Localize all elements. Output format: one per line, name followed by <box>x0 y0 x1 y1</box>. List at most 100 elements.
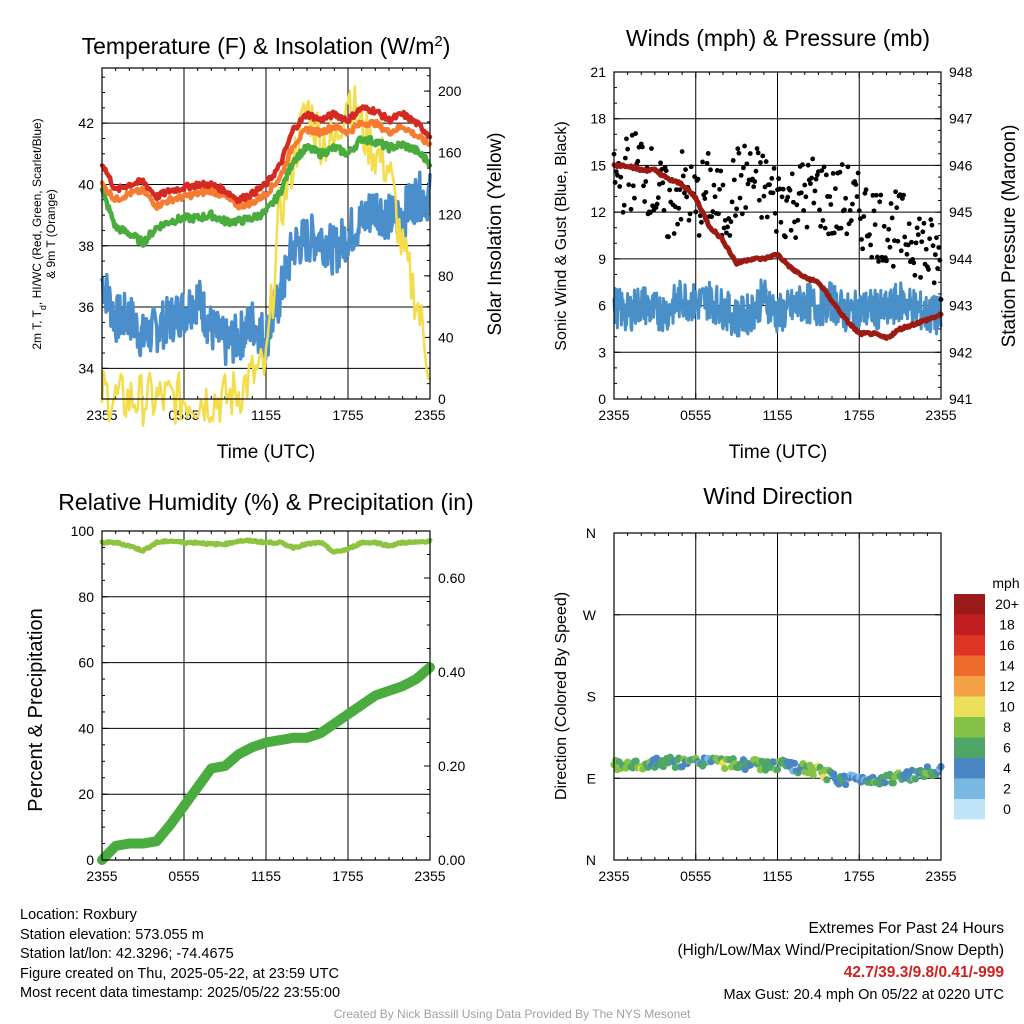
dir-point <box>889 779 897 787</box>
wind-xtick-label: 2355 <box>598 407 629 423</box>
temp-ytick-label: 40 <box>78 176 94 192</box>
temp-ylabel: 2m T, Td, HI/WC (Red, Green, Scarlet/Blu… <box>30 118 48 349</box>
wind-gust-point <box>747 151 753 156</box>
wind-gust-point <box>671 231 677 236</box>
extremes-subtitle: (High/Low/Max Wind/Precipitation/Snow De… <box>677 942 1005 959</box>
rh-y2tick-label: 0.60 <box>438 570 465 586</box>
wind-gust-point <box>842 207 847 213</box>
wind-gust-point <box>769 176 775 181</box>
wind-gust-point <box>914 225 920 231</box>
wind-gust-point <box>819 168 825 173</box>
rh-ytick-label: 100 <box>71 523 95 539</box>
temp-ytick-label: 42 <box>78 115 94 131</box>
wind-ytick-label: 0 <box>598 391 606 407</box>
station-info: Location: Roxbury Station elevation: 573… <box>20 906 340 1004</box>
wind-gust-point <box>811 200 817 206</box>
wind-gust-point <box>728 219 734 225</box>
temp-xtick-label: 0555 <box>168 407 199 423</box>
wind-gust-point <box>801 208 807 213</box>
legend-label: 6 <box>1003 740 1011 756</box>
wind-gust-point <box>800 162 805 168</box>
wind-gust-point <box>699 219 704 225</box>
wind-gust-point <box>912 272 918 278</box>
dir-point <box>911 775 920 783</box>
wind-gust-point <box>861 214 867 219</box>
wind-gust-point <box>649 146 654 151</box>
wind-gust-point <box>635 158 641 164</box>
wind-gust-point <box>818 223 824 229</box>
temp-title-sup: 2 <box>434 33 442 50</box>
rh-y2tick-label: 0.00 <box>438 852 465 868</box>
temp-ylabel-part: , HI/WC (Red, Green, Scarlet/Blue) <box>30 118 44 305</box>
wind-gust-point <box>808 181 813 187</box>
wind-gust-point <box>877 199 883 205</box>
wind-gust-point <box>692 174 698 180</box>
wind-speed-line <box>612 278 943 338</box>
wind-gust-point <box>751 184 757 190</box>
wind-xtick-label: 1155 <box>762 407 792 423</box>
wind-gust-point <box>630 183 636 189</box>
temp-title-close: ) <box>443 33 451 59</box>
wind-gust-point <box>793 235 799 241</box>
rh-xtick-label: 1155 <box>251 868 281 884</box>
wind-gust-point <box>857 216 863 222</box>
wind-gust-point <box>822 225 828 231</box>
wind-xtick-label: 0555 <box>680 407 711 423</box>
wind-gust-point <box>731 177 737 183</box>
wind-gust-point <box>881 223 887 229</box>
wind-gust-point <box>711 182 717 188</box>
wind-gust-point <box>693 209 699 215</box>
dir-point <box>721 764 729 773</box>
wind-gust-point <box>860 246 866 252</box>
legend-swatch <box>954 594 985 615</box>
rh-frame <box>101 530 431 861</box>
wind-gust-point <box>839 162 845 167</box>
wind-gust-point <box>928 217 934 222</box>
rh-xtick-label: 0555 <box>168 868 199 884</box>
wind-gust-point <box>812 188 818 194</box>
wind-y2tick-label: 944 <box>949 251 973 267</box>
legend-label: 20+ <box>995 596 1019 612</box>
wind-gust-point <box>929 222 935 228</box>
legend-label: 18 <box>999 617 1015 633</box>
temp-2m-line <box>99 104 433 205</box>
wind-gust-point <box>687 211 693 217</box>
wind-gust-point <box>876 259 881 264</box>
legend-swatch <box>954 655 985 676</box>
rh-xtick-label: 1755 <box>332 868 363 884</box>
temp-ylabel-part: 2m T, T <box>30 309 44 349</box>
wind-gust-point <box>735 146 741 152</box>
temp-y2tick-label: 0 <box>438 391 446 407</box>
dir-xtick-label: 1755 <box>844 868 875 884</box>
wind-gust-point <box>624 136 629 142</box>
wind-gust-point <box>678 216 684 222</box>
temp-ytick-label: 36 <box>78 299 94 315</box>
wind-y2tick-label: 946 <box>949 157 973 173</box>
temp-ylabel-line2: & 9m T (Orange) <box>44 189 58 279</box>
wind-gust-point <box>677 187 683 193</box>
precip-line <box>97 662 435 865</box>
wind-gust-point <box>733 213 738 219</box>
wind-gust-point <box>705 151 711 156</box>
wind-gust-point <box>915 232 921 238</box>
wind-gust-point <box>810 156 816 162</box>
legend-label: 8 <box>1003 719 1011 735</box>
temp-ytick-label: 38 <box>78 238 94 254</box>
wind-gust-point <box>855 170 861 176</box>
wind-gust-point <box>770 190 776 196</box>
wind-gust-point <box>675 221 680 227</box>
rh-ytick-label: 80 <box>78 589 94 605</box>
temp-xtick-label: 2355 <box>86 407 117 423</box>
wind-gust-point <box>753 168 759 174</box>
legend-label: 16 <box>999 637 1015 653</box>
temp-dewpoint-line <box>99 134 433 248</box>
wind-gust-point <box>802 182 808 188</box>
wind-gust-point <box>884 258 889 264</box>
wind-gust-point <box>827 194 833 199</box>
temp-xtick-label: 1155 <box>251 407 281 423</box>
wind-gust-point <box>762 184 768 190</box>
legend-swatch <box>954 614 985 635</box>
elevation-text: Station elevation: 573.055 m <box>20 926 204 943</box>
location-text: Location: Roxbury <box>20 907 137 923</box>
wind-y2tick-label: 941 <box>949 391 973 407</box>
